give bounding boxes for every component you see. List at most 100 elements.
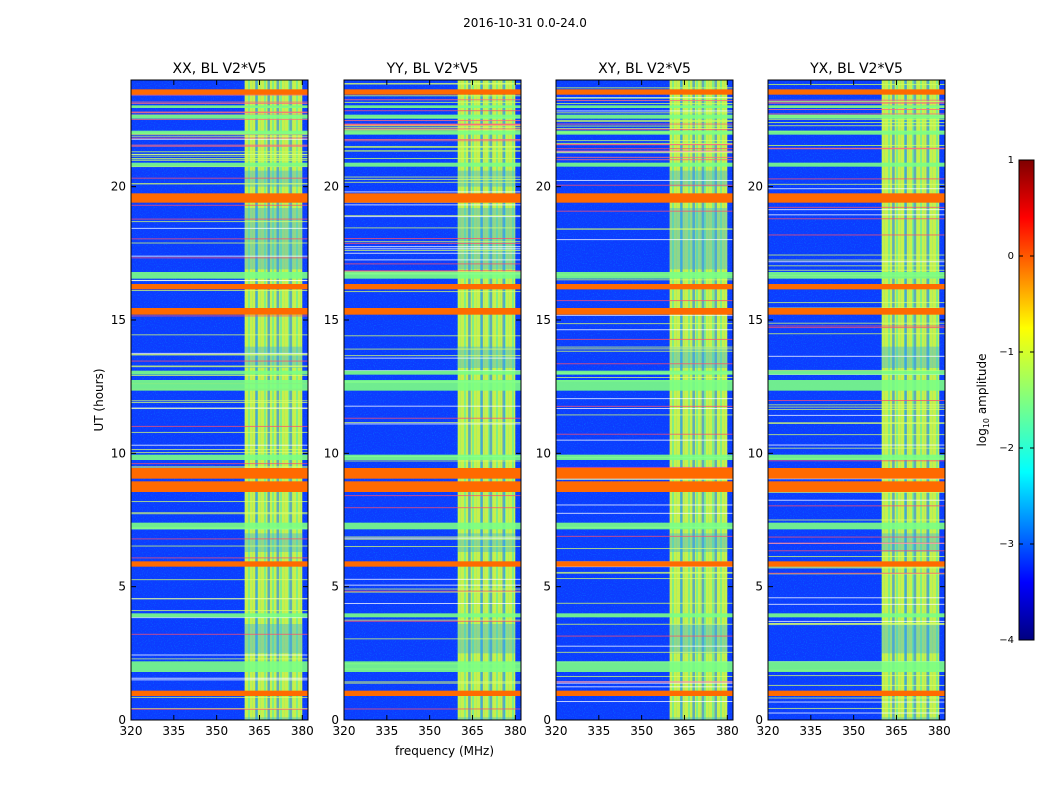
rfi-medium-band <box>768 661 945 672</box>
rfi-line <box>344 681 521 683</box>
rfi-line <box>131 221 308 223</box>
rfi-line <box>344 335 521 337</box>
y-tick-label: 20 <box>536 180 551 194</box>
rfi-line <box>131 463 308 465</box>
band-gap <box>913 80 917 720</box>
rfi-line <box>556 405 733 407</box>
rfi-medium-band <box>556 661 733 672</box>
band-gap <box>255 80 258 720</box>
rfi-line <box>344 538 521 540</box>
rfi-medium-band <box>131 613 308 618</box>
rfi-line <box>131 138 308 140</box>
rfi-line <box>556 535 733 537</box>
rfi-line <box>768 265 945 267</box>
rfi-line <box>556 148 733 150</box>
rfi-line <box>556 329 733 331</box>
rfi-line <box>344 357 521 359</box>
rfi-line <box>768 188 945 190</box>
rfi-line <box>556 152 733 154</box>
rfi-line <box>556 572 733 574</box>
band-gap <box>701 80 705 720</box>
rfi-line <box>768 125 945 127</box>
rfi-line <box>131 617 308 619</box>
rfi-medium-band <box>768 380 945 391</box>
rfi-line <box>344 536 521 538</box>
rfi-line <box>131 352 308 354</box>
rfi-medium-band <box>131 272 308 279</box>
rfi-line <box>768 369 945 371</box>
y-tick-label: 10 <box>536 446 551 460</box>
rfi-line <box>768 566 945 568</box>
rfi-strong-band <box>344 284 521 290</box>
rfi-line <box>131 204 308 206</box>
rfi-line <box>344 263 521 265</box>
colorbar-tick-label: −4 <box>999 635 1014 646</box>
rfi-line <box>131 360 308 362</box>
figure-title: 2016-10-31 0.0-24.0 <box>463 16 587 30</box>
rfi-medium-band <box>344 613 521 618</box>
rfi-line <box>344 123 521 125</box>
x-tick-label: 350 <box>418 724 441 738</box>
rfi-line <box>344 591 521 593</box>
rfi-line <box>768 556 945 558</box>
rfi-line <box>768 333 945 335</box>
rfi-strong-band <box>131 561 308 567</box>
rfi-line <box>344 227 521 229</box>
rfi-line <box>556 151 733 153</box>
rfi-line <box>768 325 945 327</box>
rfi-line <box>131 183 308 185</box>
rfi-line <box>344 578 521 580</box>
rfi-strong-band <box>131 308 308 315</box>
y-tick-label: 15 <box>324 313 339 327</box>
rfi-line <box>344 252 521 254</box>
rfi-line <box>768 422 945 424</box>
band-dropout <box>669 208 728 270</box>
rfi-strong-band <box>131 193 308 203</box>
rfi-line <box>131 177 308 179</box>
rfi-line <box>768 623 945 625</box>
rfi-line <box>556 279 733 281</box>
rfi-medium-band <box>344 272 521 279</box>
rfi-line <box>556 112 733 114</box>
rfi-medium-band <box>131 105 308 108</box>
rfi-line <box>344 139 521 141</box>
rfi-line <box>344 248 521 250</box>
band-dropout <box>669 717 728 720</box>
rfi-line <box>768 322 945 324</box>
rfi-strong-band <box>131 481 308 492</box>
x-tick-label: 350 <box>630 724 653 738</box>
rfi-medium-band <box>344 370 521 375</box>
x-tick-label: 365 <box>673 724 696 738</box>
rfi-line <box>768 209 945 211</box>
colorbar-label: log10 amplitude <box>975 354 991 447</box>
rfi-line <box>768 259 945 261</box>
rfi-line <box>344 82 521 84</box>
band-gap <box>489 80 493 720</box>
rfi-line <box>556 119 733 121</box>
rfi-line <box>131 280 308 282</box>
colorbar-gradient <box>1018 159 1035 641</box>
y-tick-label: 10 <box>748 446 763 460</box>
rfi-line <box>556 478 733 480</box>
rfi-strong-band <box>556 89 733 95</box>
y-tick-label: 5 <box>331 580 339 594</box>
rfi-medium-band <box>131 370 308 375</box>
rfi-line <box>344 682 521 684</box>
rfi-line <box>768 684 945 686</box>
rfi-line <box>131 238 308 240</box>
rfi-line <box>768 675 945 677</box>
rfi-line <box>556 686 733 688</box>
rfi-line <box>131 452 308 454</box>
axes-frame <box>767 79 946 721</box>
rfi-line <box>131 218 308 220</box>
rfi-line <box>131 444 308 446</box>
rfi-line <box>131 365 308 367</box>
rfi-line <box>768 327 945 329</box>
y-tick-label: 5 <box>543 580 551 594</box>
rfi-medium-band <box>131 522 308 530</box>
rfi-line <box>344 602 521 604</box>
rfi-line <box>556 408 733 410</box>
rfi-line <box>344 146 521 148</box>
y-tick-label: 0 <box>755 713 763 727</box>
panel-3: 320 335 350 365 380 0 5 10 15 20 YX, BL V2*V5 <box>748 61 951 738</box>
